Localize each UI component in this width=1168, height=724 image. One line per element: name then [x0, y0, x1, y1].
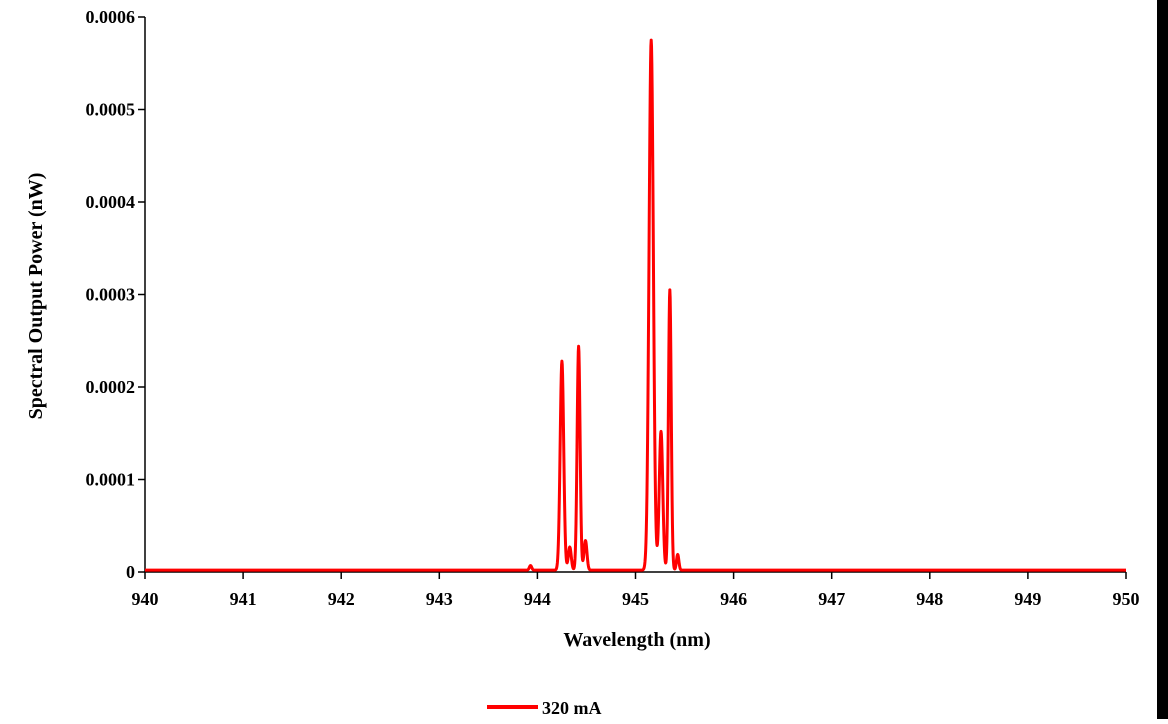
- x-axis-label: Wavelength (nm): [563, 629, 710, 651]
- x-tick-label: 946: [720, 589, 747, 609]
- x-tick-label: 942: [328, 589, 355, 609]
- y-tick-label: 0.0004: [86, 192, 136, 212]
- y-tick-label: 0.0006: [86, 7, 136, 27]
- x-tick-label: 941: [230, 589, 257, 609]
- y-axis: 0 0.0001 0.0002 0.0003 0.0004 0.0005 0.0006: [86, 7, 146, 582]
- x-tick-label: 945: [622, 589, 649, 609]
- y-tick-label: 0.0002: [86, 377, 136, 397]
- x-tick-label: 948: [916, 589, 943, 609]
- frame-border: [1157, 0, 1168, 719]
- y-tick-label: 0.0005: [86, 100, 136, 120]
- y-axis-label: Spectral Output Power (nW): [25, 173, 47, 420]
- legend: 320 mA: [487, 698, 602, 718]
- legend-label: 320 mA: [542, 698, 602, 718]
- y-tick-label: 0.0001: [86, 470, 136, 490]
- y-tick-label: 0.0003: [86, 285, 136, 305]
- x-axis: 940 941 942 943 944 945 946 947 948 949 950: [132, 572, 1140, 609]
- series-line-0: [145, 40, 1126, 570]
- y-tick-label: 0: [126, 562, 135, 582]
- x-tick-label: 943: [426, 589, 453, 609]
- x-tick-label: 944: [524, 589, 551, 609]
- x-tick-label: 950: [1113, 589, 1140, 609]
- x-tick-label: 947: [818, 589, 845, 609]
- x-tick-label: 949: [1014, 589, 1041, 609]
- x-tick-label: 940: [132, 589, 159, 609]
- series-group: [145, 40, 1126, 570]
